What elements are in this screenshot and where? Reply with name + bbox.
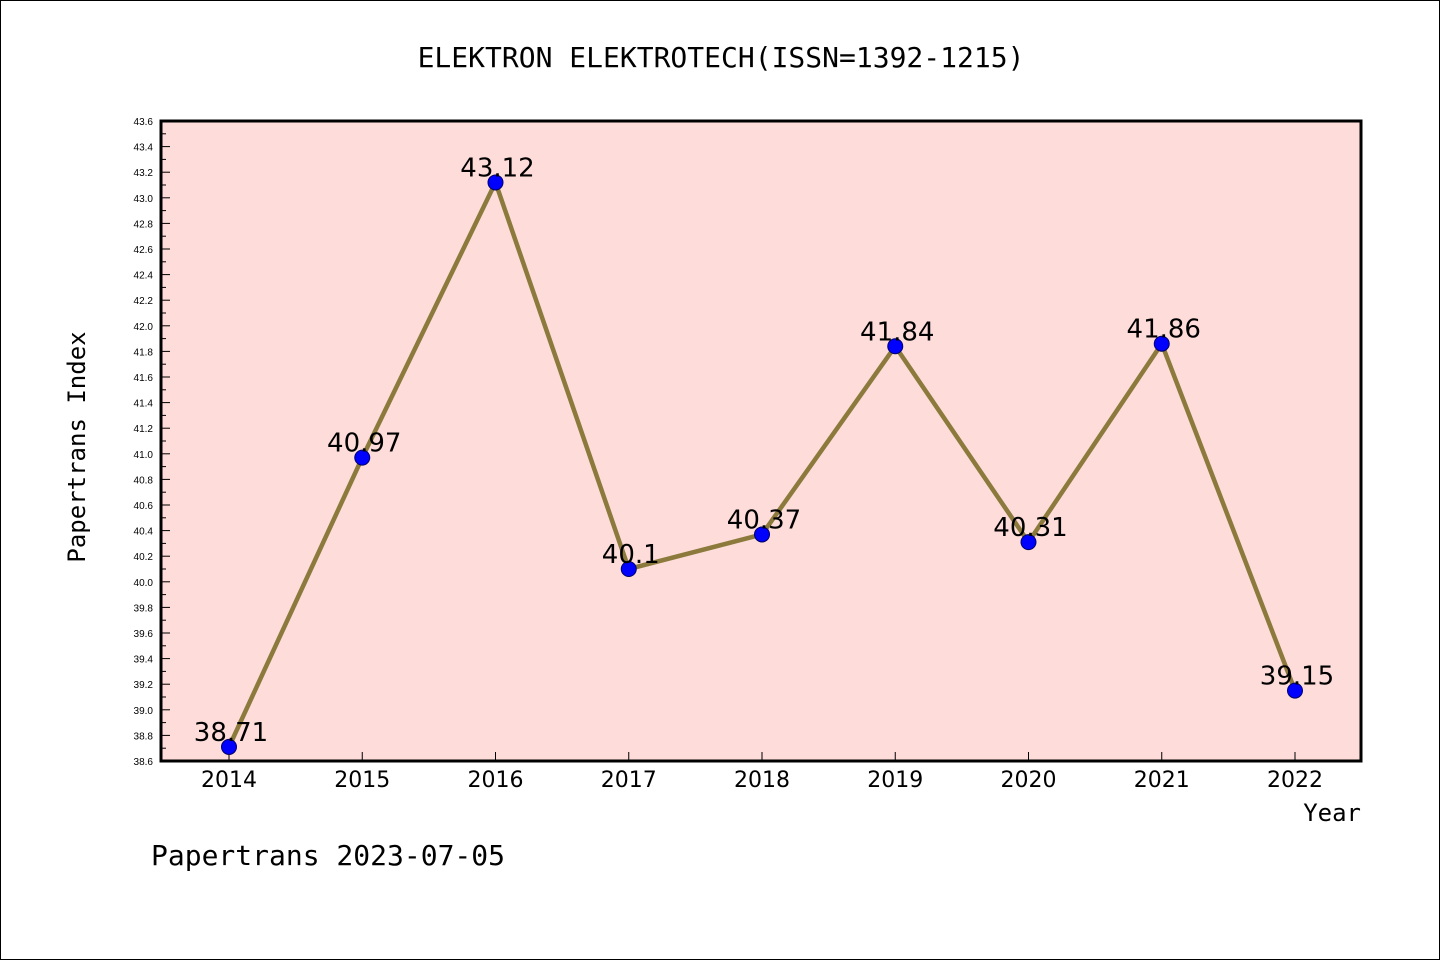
y-tick-label: 38.8 — [134, 731, 154, 742]
data-point — [1020, 534, 1037, 551]
y-tick-label: 41.0 — [134, 450, 154, 461]
y-tick-label: 43.6 — [134, 117, 154, 128]
data-point — [354, 449, 371, 466]
y-tick-label: 42.2 — [134, 296, 154, 307]
x-tick-label: 2022 — [1267, 768, 1323, 793]
x-tick-label: 2020 — [1001, 768, 1057, 793]
y-tick-label: 42.8 — [134, 219, 154, 230]
x-tick-label: 2016 — [468, 768, 524, 793]
data-label: 41.86 — [1127, 315, 1201, 345]
y-tick-label: 39.4 — [134, 655, 154, 666]
data-label: 40.97 — [327, 429, 401, 459]
y-tick-label: 40.0 — [134, 578, 154, 589]
data-label: 39.15 — [1260, 662, 1334, 692]
x-tick-label: 2018 — [734, 768, 790, 793]
chart-title: ELEKTRON ELEKTROTECH(ISSN=1392-1215) — [418, 41, 1025, 74]
plot-border — [159, 119, 1363, 763]
data-label: 40.31 — [993, 513, 1067, 543]
data-point — [754, 526, 770, 543]
y-tick-label: 40.4 — [134, 527, 154, 538]
y-tick-label: 40.6 — [134, 501, 154, 512]
y-tick-label: 42.4 — [134, 271, 154, 282]
x-tick-label: 2019 — [867, 768, 923, 793]
data-label: 40.37 — [727, 505, 801, 535]
y-tick-label: 41.8 — [134, 347, 154, 358]
y-tick-label: 40.2 — [134, 552, 154, 563]
y-tick-label: 42.0 — [134, 322, 154, 333]
y-tick-label: 39.2 — [134, 680, 154, 691]
x-tick-label: 2014 — [201, 768, 257, 793]
footer-text: Papertrans 2023-07-05 — [151, 839, 505, 872]
data-point — [1153, 335, 1170, 352]
y-tick-label: 39.6 — [134, 629, 154, 640]
x-tick-label: 2021 — [1134, 768, 1190, 793]
y-axis-label: Papertrans Index — [63, 331, 91, 562]
series-group: 38.71 40.97 43.12 40.1 40.37 41.84 40.31 41.86 3… — [194, 153, 1334, 755]
data-point — [221, 738, 237, 755]
y-tick-label: 42.6 — [134, 245, 154, 256]
y-tick-label: 39.8 — [134, 603, 154, 614]
data-point — [1287, 682, 1303, 699]
data-point — [487, 174, 504, 191]
data-label: 41.84 — [860, 317, 934, 347]
y-tick-label: 43.0 — [134, 194, 154, 205]
y-tick-label: 41.4 — [134, 399, 154, 410]
y-tick-label: 39.0 — [134, 706, 154, 717]
y-tick-label: 41.2 — [134, 424, 154, 435]
x-axis-ticks: 2014 2015 2016 2017 2018 2019 2020 2021 2022 — [201, 752, 1323, 793]
data-point — [887, 338, 904, 355]
y-tick-label: 43.4 — [134, 143, 154, 154]
y-tick-label: 38.6 — [134, 757, 154, 768]
y-tick-label: 43.2 — [134, 168, 154, 179]
data-label: 40.1 — [602, 540, 660, 570]
data-label: 43.12 — [460, 153, 534, 183]
data-label: 38.71 — [194, 718, 268, 748]
plot-area — [161, 121, 1361, 761]
y-tick-label: 41.6 — [134, 373, 154, 384]
x-axis-label: Year — [1303, 799, 1361, 827]
y-tick-label: 40.8 — [134, 475, 154, 486]
x-tick-label: 2017 — [601, 768, 657, 793]
data-point — [620, 561, 637, 577]
x-tick-label: 2015 — [334, 768, 390, 793]
